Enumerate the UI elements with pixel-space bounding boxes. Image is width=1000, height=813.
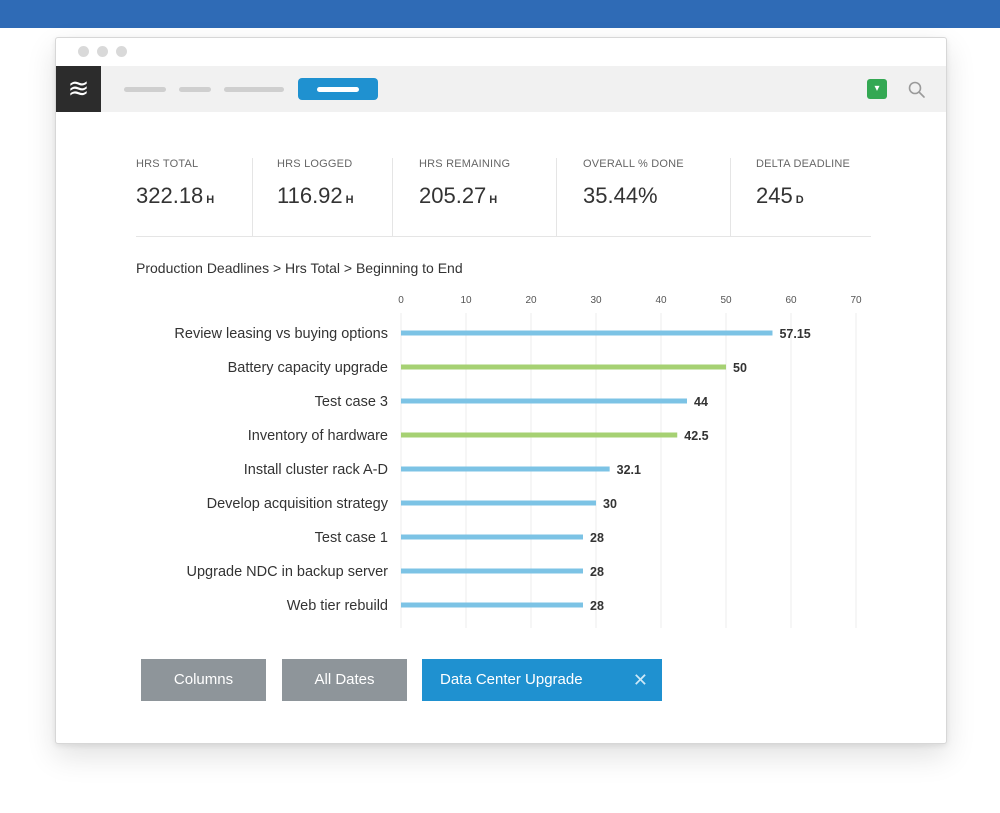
breadcrumb[interactable]: Production Deadlines > Hrs Total > Begin… (136, 260, 463, 276)
category-label: Install cluster rack A-D (244, 462, 388, 478)
window-titlebar (56, 38, 946, 66)
divider (136, 236, 871, 237)
bar-value-label: 42.5 (684, 429, 708, 443)
stat-label: HRS LOGGED (277, 158, 353, 170)
app-window: ≋ ▾ HRS TOTAL 322.18 H HRS LOGGED 116.92 H… (55, 37, 947, 744)
bar-value-label: 30 (603, 497, 617, 511)
x-tick-label: 50 (720, 295, 732, 306)
stat-value: 322.18 H (136, 183, 215, 208)
category-label: Upgrade NDC in backup server (187, 564, 389, 580)
bar (401, 602, 583, 608)
bar-value-label: 32.1 (617, 463, 641, 477)
bar (401, 364, 726, 370)
all-dates-button[interactable]: All Dates (282, 659, 407, 701)
nav-item-placeholder[interactable] (179, 87, 211, 92)
category-label: Test case 3 (315, 394, 388, 410)
bar-value-label: 50 (733, 361, 747, 375)
stat-label: OVERALL % DONE (583, 158, 684, 170)
divider (252, 158, 253, 236)
category-label: Inventory of hardware (248, 428, 388, 444)
bar (401, 398, 687, 404)
bar-value-label: 28 (590, 531, 604, 545)
stat-value: 35.44% (583, 183, 658, 208)
window-close-dot[interactable] (78, 46, 89, 57)
x-tick-label: 70 (850, 295, 862, 306)
bar (401, 330, 773, 336)
search-icon[interactable] (906, 79, 928, 101)
stat-value: 245 D (756, 183, 804, 208)
x-tick-label: 10 (460, 295, 472, 306)
bar (401, 500, 596, 506)
header-band (0, 0, 1000, 28)
window-minimize-dot[interactable] (97, 46, 108, 57)
bar-value-label: 28 (590, 599, 604, 613)
x-tick-label: 0 (398, 295, 404, 306)
stat-label: HRS TOTAL (136, 158, 199, 170)
nav-item-placeholder[interactable] (124, 87, 166, 92)
bar-value-label: 28 (590, 565, 604, 579)
category-label: Battery capacity upgrade (228, 360, 388, 376)
category-label: Review leasing vs buying options (174, 326, 388, 342)
bar (401, 466, 610, 472)
x-tick-label: 60 (785, 295, 797, 306)
x-tick-label: 40 (655, 295, 667, 306)
status-dropdown-icon[interactable]: ▾ (867, 79, 887, 99)
hours-bar-chart: 0 10 20 30 40 50 60 70 Review leasing vs buying … (174, 295, 862, 628)
stat-value: 116.92 H (277, 183, 354, 208)
nav-item-active[interactable] (298, 78, 378, 100)
app-logo-icon[interactable]: ≋ (56, 66, 101, 112)
divider (556, 158, 557, 236)
project-filter-label: Data Center Upgrade (440, 671, 583, 688)
nav-item-placeholder[interactable] (224, 87, 284, 92)
category-label: Develop acquisition strategy (207, 496, 389, 512)
bar (401, 534, 583, 540)
project-filter-chip[interactable]: Data Center Upgrade ✕ (422, 659, 662, 701)
window-maximize-dot[interactable] (116, 46, 127, 57)
divider (730, 158, 731, 236)
divider (392, 158, 393, 236)
bar-value-label: 44 (694, 395, 708, 409)
bar (401, 432, 678, 438)
stat-value: 205.27 H (419, 183, 498, 208)
category-label: Web tier rebuild (287, 598, 388, 614)
stat-label: DELTA DEADLINE (756, 158, 851, 170)
bar-value-label: 57.15 (779, 327, 810, 341)
columns-button[interactable]: Columns (141, 659, 266, 701)
stat-label: HRS REMAINING (419, 158, 511, 170)
toolbar: ≋ ▾ (56, 66, 946, 112)
x-tick-label: 20 (525, 295, 537, 306)
x-tick-label: 30 (590, 295, 602, 306)
remove-filter-icon[interactable]: ✕ (632, 670, 648, 690)
category-label: Test case 1 (315, 530, 388, 546)
bar (401, 568, 583, 574)
